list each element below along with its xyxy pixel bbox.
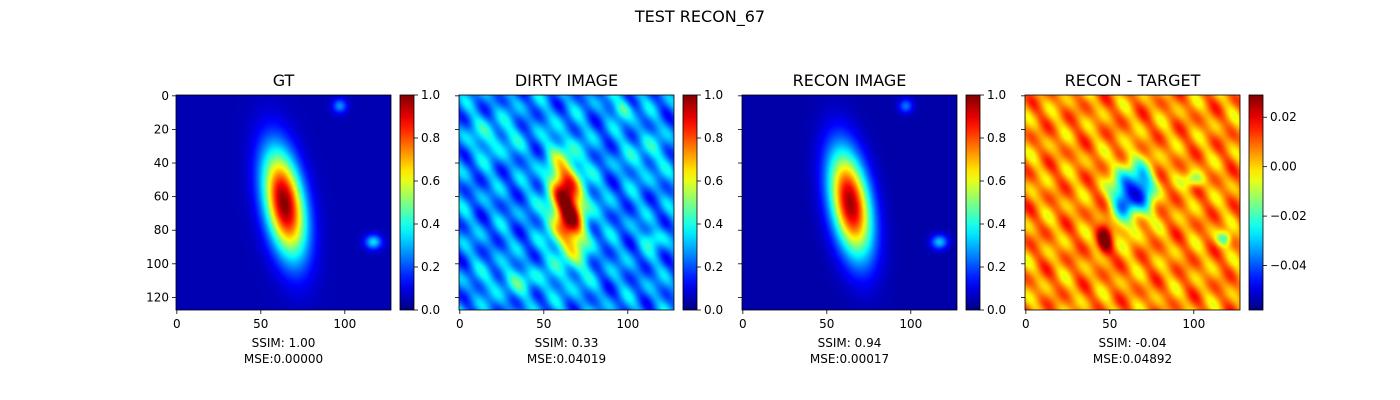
panel-title: DIRTY IMAGE: [515, 71, 618, 90]
heatmap-image: [176, 95, 391, 310]
x-tick-label: 100: [899, 317, 922, 331]
colorbar-tick-label: 1.0: [987, 88, 1006, 102]
x-tick-label: 100: [333, 317, 356, 331]
y-tick-label: 20: [154, 122, 169, 136]
axes-frame: [175, 94, 392, 311]
x-tick-label: 100: [616, 317, 639, 331]
colorbar-tick-label: 0.6: [421, 174, 440, 188]
x-tick-label: 50: [253, 317, 268, 331]
panel-1: DIRTY IMAGE 0 50 100 0.0 0.2 0.4 0.6 0.8 1.0 SSIM:…: [455, 71, 723, 366]
colorbar-tick-label: 0.8: [704, 131, 723, 145]
colorbar-tick-label: −0.02: [1270, 209, 1307, 223]
axes-frame: [1024, 94, 1241, 311]
x-tick-label: 0: [456, 317, 464, 331]
colorbar-tick-label: 0.0: [421, 303, 440, 317]
colorbar-tick-label: 1.0: [704, 88, 723, 102]
colorbar-tick-label: 0.02: [1270, 110, 1297, 124]
colorbar: [682, 94, 698, 311]
axes-frame: [458, 94, 675, 311]
colorbar-tick-label: 0.2: [421, 260, 440, 274]
panel-2: RECON IMAGE 0 50 100 0.0 0.2 0.4 0.6 0.8 1.0 SSIM:…: [738, 71, 1006, 366]
x-tick-label: 0: [173, 317, 181, 331]
heatmap-image: [742, 95, 957, 310]
mse-label: MSE:0.04892: [1093, 352, 1172, 366]
panel-title: RECON - TARGET: [1065, 71, 1201, 90]
colorbar-tick-label: 0.4: [987, 217, 1006, 231]
colorbar: [965, 94, 981, 311]
y-tick-label: 0: [161, 89, 169, 103]
x-tick-label: 50: [1102, 317, 1117, 331]
colorbar-tick-label: 0.0: [704, 303, 723, 317]
ssim-label: SSIM: 1.00: [252, 336, 316, 350]
x-tick-label: 0: [1022, 317, 1030, 331]
colorbar-tick-label: 0.4: [421, 217, 440, 231]
axes-frame: [741, 94, 958, 311]
colorbar-tick-label: 0.8: [987, 131, 1006, 145]
panels: GT 0 50 100 0 20 40 60 80 100 120 0.0 0.2 0.4 0.6 0.8 1.…: [146, 71, 1307, 366]
colorbar-tick-label: 0.00: [1270, 160, 1297, 174]
mse-label: MSE:0.00000: [244, 352, 323, 366]
ssim-label: SSIM: -0.04: [1098, 336, 1166, 350]
x-tick-label: 100: [1182, 317, 1205, 331]
x-tick-label: 50: [536, 317, 551, 331]
mse-label: MSE:0.04019: [527, 352, 606, 366]
x-tick-label: 0: [739, 317, 747, 331]
colorbar-tick-label: 0.2: [987, 260, 1006, 274]
ssim-label: SSIM: 0.33: [535, 336, 599, 350]
colorbar-tick-label: 0.4: [704, 217, 723, 231]
y-tick-label: 60: [154, 190, 169, 204]
y-tick-label: 40: [154, 156, 169, 170]
panel-3: RECON - TARGET 0 50 100 0.02 0.00 −0.02 −0.04 SS…: [1021, 71, 1307, 366]
colorbar-tick-label: 0.6: [704, 174, 723, 188]
colorbar-tick-label: 0.0: [987, 303, 1006, 317]
y-tick-label: 120: [146, 290, 169, 304]
panel-title: RECON IMAGE: [793, 71, 907, 90]
colorbar-tick-label: 0.8: [421, 131, 440, 145]
y-tick-label: 100: [146, 257, 169, 271]
x-tick-label: 50: [819, 317, 834, 331]
ssim-label: SSIM: 0.94: [818, 336, 882, 350]
heatmap-image: [1025, 95, 1240, 310]
y-tick-label: 80: [154, 223, 169, 237]
colorbar: [399, 94, 415, 311]
colorbar-tick-label: 1.0: [421, 88, 440, 102]
mse-label: MSE:0.00017: [810, 352, 889, 366]
colorbar: [1248, 94, 1264, 311]
heatmap-image: [459, 95, 674, 310]
panel-0: GT 0 50 100 0 20 40 60 80 100 120 0.0 0.2 0.4 0.6 0.8 1.…: [146, 71, 440, 366]
colorbar-tick-label: 0.6: [987, 174, 1006, 188]
panel-title: GT: [273, 71, 295, 90]
colorbar-tick-label: 0.2: [704, 260, 723, 274]
colorbar-tick-label: −0.04: [1270, 259, 1307, 273]
figure-title: TEST RECON_67: [634, 7, 765, 27]
